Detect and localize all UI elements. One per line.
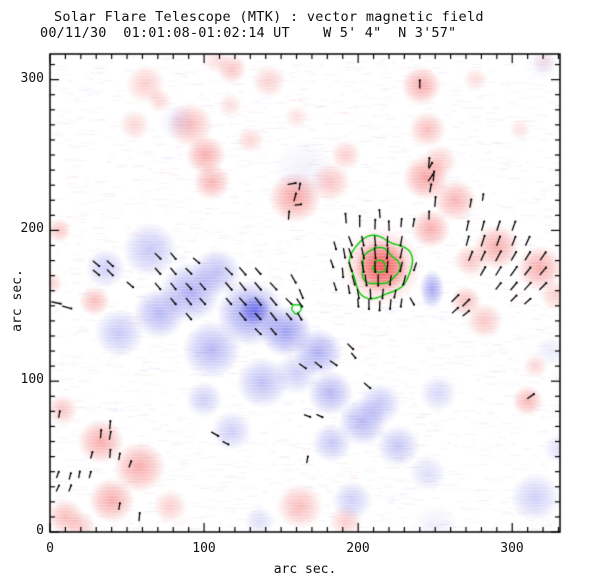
y-tick-label: 100 <box>20 372 44 387</box>
y-tick-label: 0 <box>36 523 44 538</box>
plot-subtitle: 00/11/30 01:01:08-01:02:14 UT W 5' 4" N … <box>40 25 457 41</box>
x-tick-label: 100 <box>192 541 216 556</box>
x-tick-label: 300 <box>500 541 524 556</box>
x-tick-label: 200 <box>346 541 370 556</box>
plot-title: Solar Flare Telescope (MTK) : vector mag… <box>54 9 484 25</box>
y-tick-label: 300 <box>20 71 44 86</box>
y-tick-label: 200 <box>20 221 44 236</box>
x-tick-label: 0 <box>46 541 54 556</box>
y-axis-label: arc sec. <box>9 269 25 332</box>
x-axis-label: arc sec. <box>273 562 337 577</box>
